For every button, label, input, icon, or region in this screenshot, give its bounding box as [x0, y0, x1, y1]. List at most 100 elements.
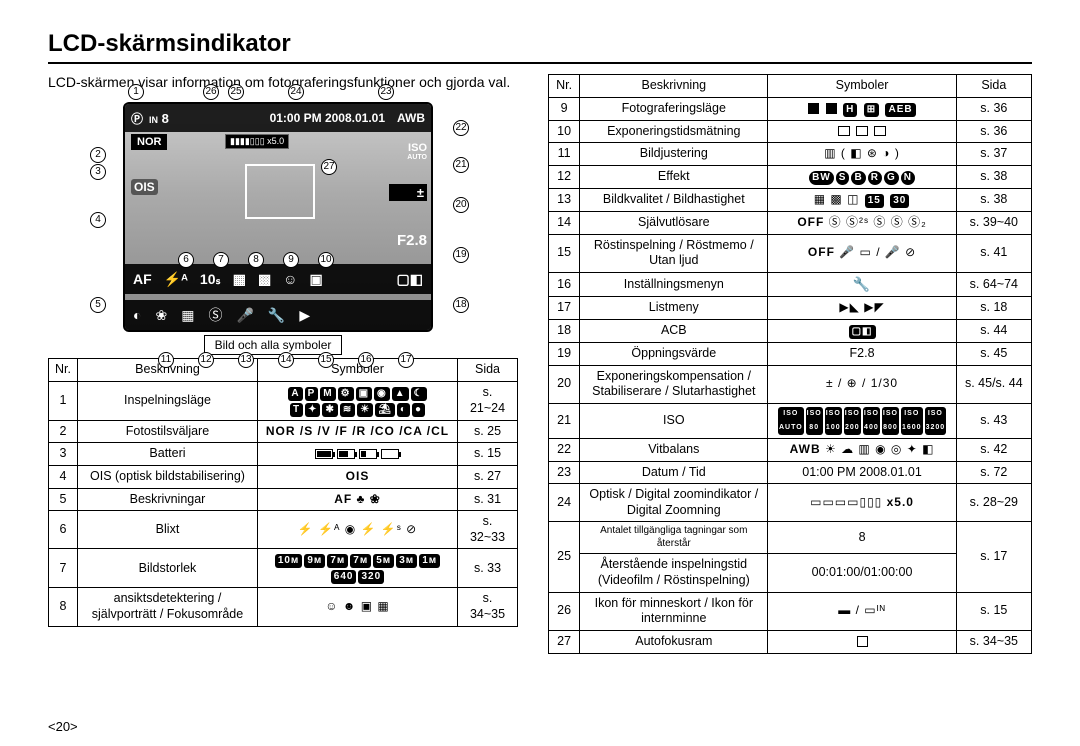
effect-icon: ❀: [155, 307, 167, 324]
cell-besk: Optisk / Digital zoomindikator / Digital…: [580, 484, 768, 522]
acb-icon: ▢◧: [397, 271, 423, 288]
callout-4: 4: [90, 212, 106, 228]
cell-sida: s. 41: [956, 234, 1031, 272]
cell-nr: 14: [549, 211, 580, 234]
cell-besk: Listmeny: [580, 297, 768, 320]
cell-sym: [257, 443, 457, 466]
cell-sida: s. 38: [956, 165, 1031, 188]
mic-icon: 🎤: [236, 307, 253, 324]
table-row: 25 Antalet tillgängliga tagningar som åt…: [549, 522, 1032, 554]
left-column: LCD-skärmen visar information om fotogra…: [48, 74, 518, 654]
cell-sida: s. 28~29: [956, 484, 1031, 522]
size-icon: ▦: [233, 271, 246, 288]
adjust-icon: ◐: [133, 307, 141, 323]
table-header: Beskrivning: [580, 75, 768, 98]
callout-8: 8: [248, 252, 264, 268]
table-row: 27 Autofokusram s. 34~35: [549, 630, 1032, 653]
cell-nr: 15: [549, 234, 580, 272]
cell-sida: s. 39~40: [956, 211, 1031, 234]
table-row: 24 Optisk / Digital zoomindikator / Digi…: [549, 484, 1032, 522]
callout-27: 27: [321, 159, 337, 175]
intro-text: LCD-skärmen visar information om fotogra…: [48, 74, 518, 90]
cell-besk: Exponeringskompensation / Stabiliserare …: [580, 365, 768, 403]
table-row: 5 Beskrivningar AF ♣ ❀ s. 31: [49, 488, 518, 511]
cell-besk: Bildkvalitet / Bildhastighet: [580, 188, 768, 211]
cell-nr: 11: [549, 143, 580, 166]
callout-1: 1: [128, 84, 144, 100]
cell-besk: Öppningsvärde: [580, 343, 768, 366]
cell-besk: Antalet tillgängliga tagningar som åters…: [580, 522, 768, 554]
table-row: 11 Bildjustering ▥ ( ◧ ⊛ ◑ ) s. 37: [549, 143, 1032, 166]
cell-sym: ▭▭▭▭▯▯▯ x5.0: [768, 484, 956, 522]
cell-besk: Autofokusram: [580, 630, 768, 653]
cell-nr: 21: [549, 403, 580, 438]
lcd-caption: Bild och alla symboler: [118, 338, 428, 352]
cell-nr: 17: [549, 297, 580, 320]
callout-13: 13: [238, 352, 254, 368]
lcd-nor: NOR: [131, 134, 167, 150]
cell-sida: s. 38: [956, 188, 1031, 211]
lcd-top-bar: Ⓟ IN 8 01:00 PM 2008.01.01 AWB: [125, 104, 431, 132]
cell-nr: 16: [549, 272, 580, 297]
table-row: 26 Ikon för minneskort / Ikon för intern…: [549, 592, 1032, 630]
quality-icon: ▩: [258, 271, 271, 288]
callout-17: 17: [398, 352, 414, 368]
callout-11: 11: [158, 352, 174, 368]
page-number: <20>: [48, 719, 78, 734]
settings-icon: 🔧: [268, 307, 285, 324]
callout-19: 19: [453, 247, 469, 263]
cell-sida: s. 34~35: [956, 630, 1031, 653]
page-title: LCD-skärmsindikator: [48, 30, 1032, 58]
cell-sym: ± / ⊕ / 1/30: [768, 365, 956, 403]
cell-nr: 5: [49, 488, 78, 511]
cell-sida: s. 37: [956, 143, 1031, 166]
cell-nr: 13: [549, 188, 580, 211]
cell-sym: 01:00 PM 2008.01.01: [768, 461, 956, 484]
callout-10: 10: [318, 252, 334, 268]
cell-nr: 1: [49, 381, 78, 420]
drive-icon: ▣: [309, 271, 322, 288]
table-row: 14 Självutlösare OFF Ⓢ Ⓢ²ˢ Ⓢ Ⓢ Ⓢ₂ s. 39~…: [549, 211, 1032, 234]
table-header: Sida: [956, 75, 1031, 98]
lcd-iso-auto: AUTO: [389, 154, 427, 161]
cell-sida: s. 36: [956, 120, 1031, 143]
table-row: 7 Bildstorlek 10м9м7м7м5м3м1м640320 s. 3…: [49, 549, 518, 588]
cell-nr: 18: [549, 320, 580, 343]
cell-sym: ▦ ▩ ◫ 15 30: [768, 188, 956, 211]
cell-nr: 27: [549, 630, 580, 653]
cell-sym: 00:01:00/01:00:00: [768, 554, 956, 592]
cell-sym: 🔧: [768, 272, 956, 297]
lcd-af-frame: [245, 164, 315, 219]
cell-sym: ISOAUTOISO80ISO100ISO200ISO400ISO800ISO1…: [768, 403, 956, 438]
table-row: 16 Inställningsmenyn 🔧 s. 64~74: [549, 272, 1032, 297]
table-row: 22 Vitbalans AWB ☀ ☁ ▥ ◉ ◎ ✦ ◧ s. 42: [549, 438, 1032, 461]
right-table: Nr.BeskrivningSymbolerSida 9 Fotograferi…: [548, 74, 1032, 654]
lcd-bottom-bar: ◐ ❀ ▦ Ⓢ 🎤 🔧 ▶: [125, 300, 431, 330]
callout-18: 18: [453, 297, 469, 313]
mode-p-icon: Ⓟ: [131, 110, 143, 127]
cell-sym: OIS: [257, 465, 457, 488]
cell-besk: Fotograferingsläge: [580, 97, 768, 120]
cell-sida: s. 45/s. 44: [956, 365, 1031, 403]
cell-besk: OIS (optisk bildstabilisering): [77, 465, 257, 488]
cell-sym: NOR /S /V /F /R /CO /CA /CL: [257, 420, 457, 443]
cell-nr: 3: [49, 443, 78, 466]
cell-besk: Fotostilsväljare: [77, 420, 257, 443]
table-row: 20 Exponeringskompensation / Stabilisera…: [549, 365, 1032, 403]
grid-icon: ▦: [181, 307, 194, 324]
cell-besk: ACB: [580, 320, 768, 343]
cell-sida: s. 44: [956, 320, 1031, 343]
table-row: 9 Fotograferingsläge H ⊞ AEB s. 36: [549, 97, 1032, 120]
table-row: 10 Exponeringstidsmätning s. 36: [549, 120, 1032, 143]
timer-icon: 10ₛ: [200, 271, 221, 288]
cell-besk: Inspelningsläge: [77, 381, 257, 420]
lcd-iso: ISO: [389, 142, 427, 154]
cell-nr: 20: [549, 365, 580, 403]
callout-6: 6: [178, 252, 194, 268]
cell-nr: 23: [549, 461, 580, 484]
callout-20: 20: [453, 197, 469, 213]
cell-sida: s. 15: [956, 592, 1031, 630]
callout-23: 23: [378, 84, 394, 100]
table-row: 3 Batteri s. 15: [49, 443, 518, 466]
cell-sida: s. 32~33: [458, 511, 518, 549]
